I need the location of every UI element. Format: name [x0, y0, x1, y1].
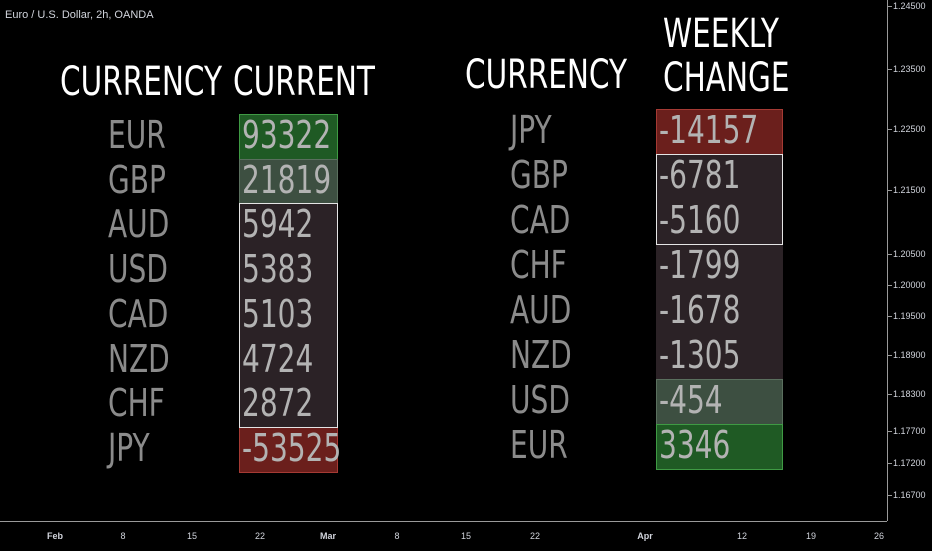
- time-label: 15: [186, 531, 198, 541]
- time-label: Feb: [46, 531, 64, 541]
- left-currency-label: CAD: [108, 291, 169, 336]
- left-value-cell: [239, 114, 338, 160]
- right-value-cell: [656, 424, 783, 470]
- right-value-cell: [656, 379, 783, 425]
- left-currency-label: AUD: [108, 202, 170, 247]
- right-value-label: -1305: [659, 333, 741, 377]
- left-value-label: 2872: [242, 381, 314, 426]
- price-tick: [888, 316, 892, 317]
- right-value-cell: [656, 154, 783, 200]
- price-label: 1.17700: [893, 426, 926, 436]
- price-label: 1.16700: [893, 490, 926, 500]
- right-value-label: 3346: [659, 423, 731, 467]
- left-value-cell: [239, 382, 338, 428]
- left-currency-label: CHF: [108, 381, 165, 426]
- right-value-label: -14157: [659, 108, 759, 152]
- time-label: Apr: [637, 531, 653, 541]
- right-value-label: -5160: [659, 198, 741, 242]
- left-value-label: 4724: [242, 336, 314, 381]
- right-neutral-outline: [656, 154, 783, 245]
- left-value-label: 21819: [242, 157, 332, 202]
- left-value-cell: [239, 203, 338, 250]
- left-value-cell: [239, 158, 338, 205]
- price-tick: [888, 69, 892, 70]
- right-currency-label: GBP: [510, 153, 568, 197]
- left-currency-label: GBP: [108, 157, 166, 202]
- left-value-label: -53525: [242, 425, 342, 470]
- left-neutral-outline: [239, 203, 338, 428]
- right-currency-label: JPY: [510, 108, 552, 152]
- time-label: 22: [529, 531, 541, 541]
- price-tick: [888, 129, 892, 130]
- left-currency-heading: CURRENCY: [60, 59, 222, 105]
- time-label: 8: [394, 531, 400, 541]
- left-value-cell: [239, 337, 338, 384]
- price-label: 1.20500: [893, 249, 926, 259]
- left-currency-label: JPY: [108, 425, 150, 470]
- time-label: 26: [873, 531, 885, 541]
- price-axis[interactable]: 1.24500 1.23500 1.22500 1.21500 1.20500 1.200…: [887, 0, 932, 521]
- right-currency-heading: CURRENCY: [465, 52, 627, 98]
- price-tick: [888, 463, 892, 464]
- left-value-cell: [239, 248, 338, 294]
- price-tick: [888, 495, 892, 496]
- price-tick: [888, 394, 892, 395]
- price-label: 1.24500: [893, 1, 926, 11]
- right-currency-label: EUR: [510, 423, 568, 467]
- time-label: 19: [805, 531, 817, 541]
- price-tick: [888, 254, 892, 255]
- right-value-label: -6781: [659, 153, 741, 197]
- price-tick: [888, 190, 892, 191]
- price-label: 1.22500: [893, 124, 926, 134]
- price-label: 1.18300: [893, 389, 926, 399]
- right-currency-label: AUD: [510, 288, 572, 332]
- time-label: 8: [120, 531, 126, 541]
- time-label: 22: [254, 531, 266, 541]
- right-value-heading-line2: CHANGE: [663, 55, 790, 101]
- symbol-title[interactable]: Euro / U.S. Dollar, 2h, OANDA: [5, 9, 154, 21]
- right-value-label: -1799: [659, 243, 741, 287]
- right-value-heading-line1: WEEKLY: [663, 11, 779, 57]
- price-label: 1.23500: [893, 64, 926, 74]
- right-currency-label: USD: [510, 378, 570, 422]
- left-value-cell: [239, 292, 338, 339]
- left-value-label: 5383: [242, 247, 314, 292]
- right-value-cell: [656, 244, 783, 290]
- price-label: 1.21500: [893, 185, 926, 195]
- left-value-label: 93322: [242, 113, 332, 157]
- right-value-cell: [656, 199, 783, 245]
- price-tick: [888, 6, 892, 7]
- left-currency-label: NZD: [108, 336, 170, 381]
- right-currency-label: CAD: [510, 198, 571, 242]
- left-currency-label: EUR: [108, 113, 166, 157]
- price-tick: [888, 355, 892, 356]
- price-tick: [888, 285, 892, 286]
- price-label: 1.17200: [893, 458, 926, 468]
- right-value-cell: [656, 109, 783, 155]
- right-value-cell: [656, 334, 783, 380]
- right-value-label: -454: [659, 378, 723, 422]
- price-tick: [888, 431, 892, 432]
- time-label: Mar: [319, 531, 337, 541]
- price-label: 1.18900: [893, 350, 926, 360]
- right-value-label: -1678: [659, 288, 741, 332]
- time-label: 15: [460, 531, 472, 541]
- price-label: 1.20000: [893, 280, 926, 290]
- left-value-label: 5103: [242, 291, 314, 336]
- time-label: 12: [736, 531, 748, 541]
- price-label: 1.19500: [893, 311, 926, 321]
- right-value-cell: [656, 289, 783, 335]
- right-currency-label: CHF: [510, 243, 567, 287]
- right-currency-label: NZD: [510, 333, 572, 377]
- left-value-heading: CURRENT: [233, 59, 375, 105]
- left-value-label: 5942: [242, 202, 314, 247]
- time-axis[interactable]: Feb 8 15 22 Mar 8 15 22 Apr 12 19 26: [0, 521, 887, 551]
- left-currency-label: USD: [108, 247, 168, 292]
